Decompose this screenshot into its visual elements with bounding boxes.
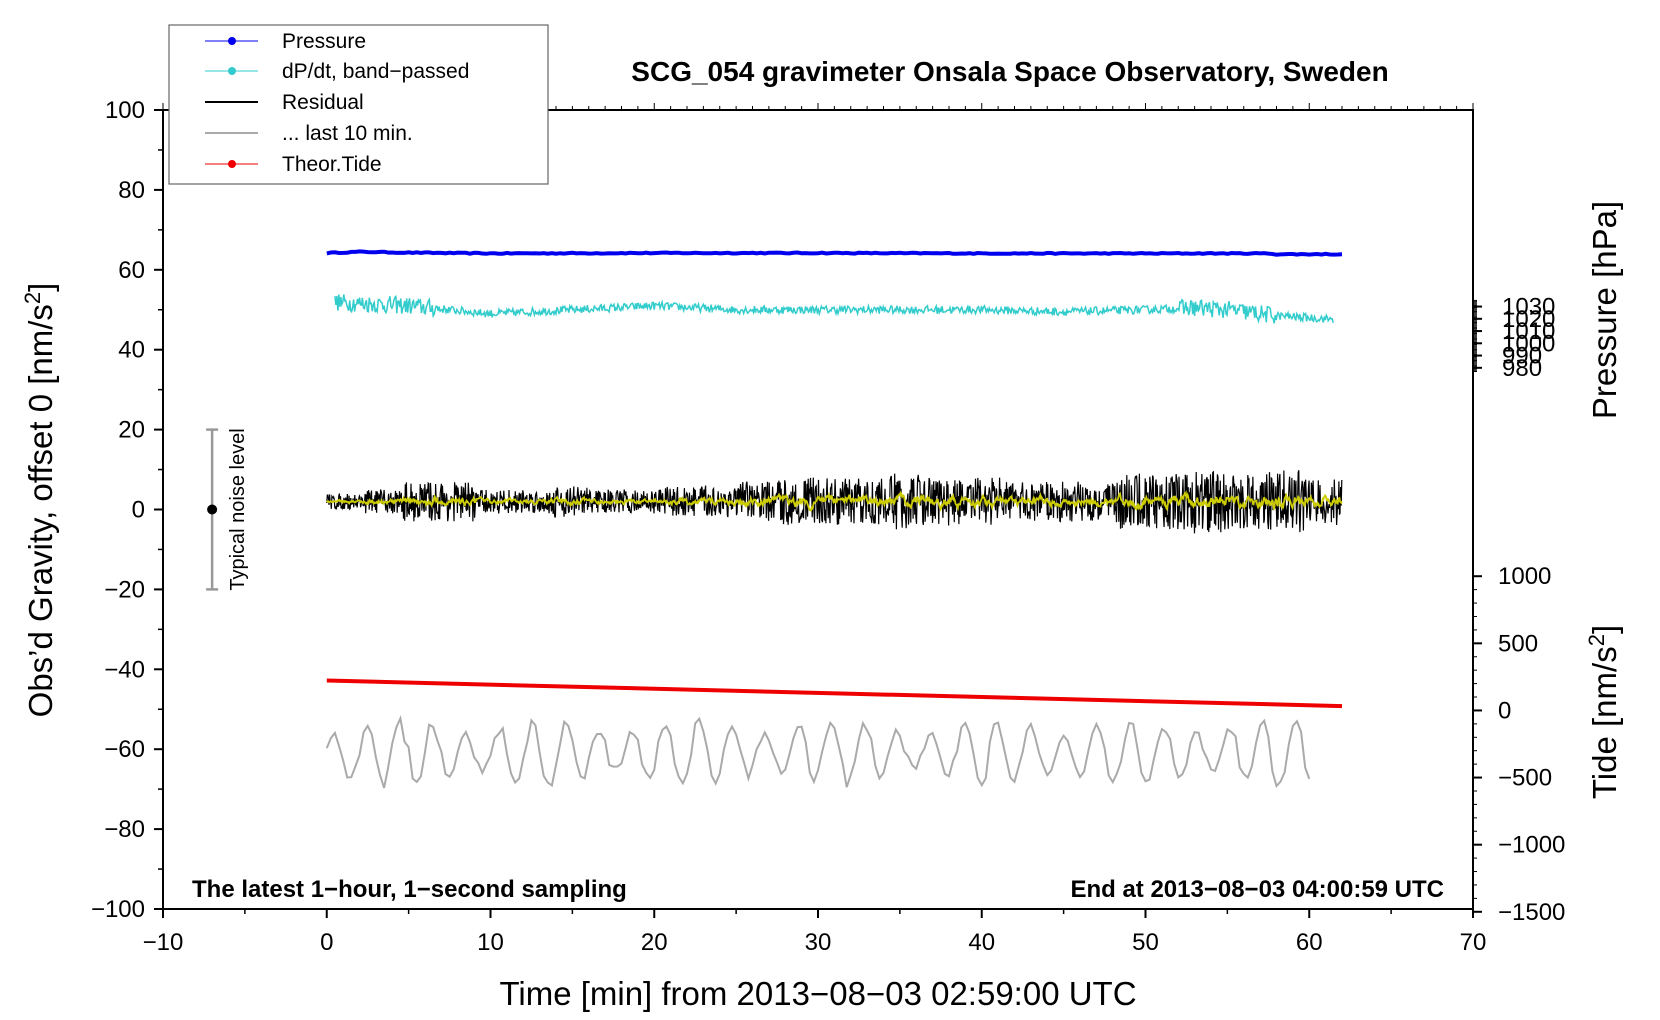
pressure-series: [326, 249, 1343, 257]
tide-tick-label: −500: [1498, 765, 1552, 792]
tide-tick-label: 1000: [1498, 563, 1551, 590]
legend-item-pressure: Pressure: [205, 30, 366, 53]
legend-item-dpdt: dP/dt, band−passed: [205, 60, 469, 83]
legend-marker-tide: [228, 160, 236, 168]
x-tick-label: 20: [641, 929, 668, 956]
legend: Pressure dP/dt, band−passed Residual ...…: [168, 24, 549, 185]
pressure-tick-label: 1000: [1502, 330, 1555, 357]
x-tick-label: 0: [320, 929, 333, 956]
x-tick-label: 70: [1460, 929, 1487, 956]
legend-box: [168, 24, 549, 185]
pressure-tick-label: 1020: [1502, 306, 1555, 333]
legend-label-tide: Theor.Tide: [282, 153, 382, 176]
residual-smoothed-series: [326, 489, 1343, 512]
legend-marker-dpdt: [228, 67, 236, 75]
noise-level-label: Typical noise level: [227, 428, 249, 590]
y-axis-title: Obs’d Gravity, offset 0 [nm/s2]: [20, 283, 60, 718]
x-tick-label: 10: [477, 929, 504, 956]
noise-level-indicator: Typical noise level: [206, 428, 249, 591]
tide-tick-label: 500: [1498, 630, 1538, 657]
y-tick-label: −60: [104, 736, 145, 763]
x-axis-title: Time [min] from 2013−08−03 02:59:00 UTC: [499, 975, 1136, 1012]
x-tick-label: −10: [143, 929, 184, 956]
tide-tick-label: −1000: [1498, 832, 1565, 859]
y-tick-label: −20: [104, 576, 145, 603]
x-axis: −10 0 10 20 30 40 50 60 70: [143, 909, 1487, 956]
legend-item-residual: Residual: [205, 91, 364, 114]
legend-label-residual: Residual: [282, 91, 364, 114]
right-axes: 9809901000101010201030−1500−1000−5000500…: [1473, 294, 1565, 926]
residual-series: [326, 470, 1343, 534]
tide-axis-title: Tide [nm/s2]: [1584, 625, 1624, 799]
x-tick-label: 30: [805, 929, 832, 956]
legend-item-tide: Theor.Tide: [205, 153, 382, 176]
x-tick-label: 40: [968, 929, 995, 956]
x-tick-label: 60: [1296, 929, 1323, 956]
theor-tide-series: [326, 678, 1343, 709]
y-tick-label: 40: [118, 337, 145, 364]
sampling-note: The latest 1−hour, 1−second sampling: [192, 876, 627, 903]
y-tick-label: −80: [104, 816, 145, 843]
tide-tick-label: −1500: [1498, 899, 1565, 926]
legend-label-last10: ... last 10 min.: [282, 122, 413, 145]
y-tick-label: −40: [104, 656, 145, 683]
y-tick-label: 80: [118, 177, 145, 204]
pressure-axis-title: Pressure [hPa]: [1586, 201, 1623, 419]
legend-label-pressure: Pressure: [282, 30, 366, 53]
pressure-tick-label: 1030: [1502, 294, 1555, 321]
end-time-note: End at 2013−08−03 04:00:59 UTC: [1070, 876, 1444, 903]
noise-center-dot: [207, 504, 218, 515]
tide-tick-label: 0: [1498, 697, 1511, 724]
pressure-tick-label: 1010: [1502, 318, 1555, 345]
y-tick-label: 100: [105, 97, 145, 124]
y-tick-label: 60: [118, 257, 145, 284]
y-tick-label: 20: [118, 417, 145, 444]
pressure-tick-label: 980: [1502, 355, 1542, 382]
legend-label-dpdt: dP/dt, band−passed: [282, 60, 469, 83]
y-tick-label: 0: [132, 497, 145, 524]
pressure-tick-label: 990: [1502, 343, 1542, 370]
legend-marker-pressure: [228, 37, 236, 45]
legend-item-last10: ... last 10 min.: [205, 122, 413, 145]
left-y-axis: −100 −80 −60 −40 −20 0 20 40 60 80 100: [91, 97, 163, 923]
dpdt-series: [334, 294, 1334, 324]
last-10-min-series: [325, 715, 1311, 789]
x-tick-label: 50: [1132, 929, 1159, 956]
y-tick-label: −100: [91, 896, 145, 923]
chart-title: SCG_054 gravimeter Onsala Space Observat…: [631, 56, 1388, 87]
